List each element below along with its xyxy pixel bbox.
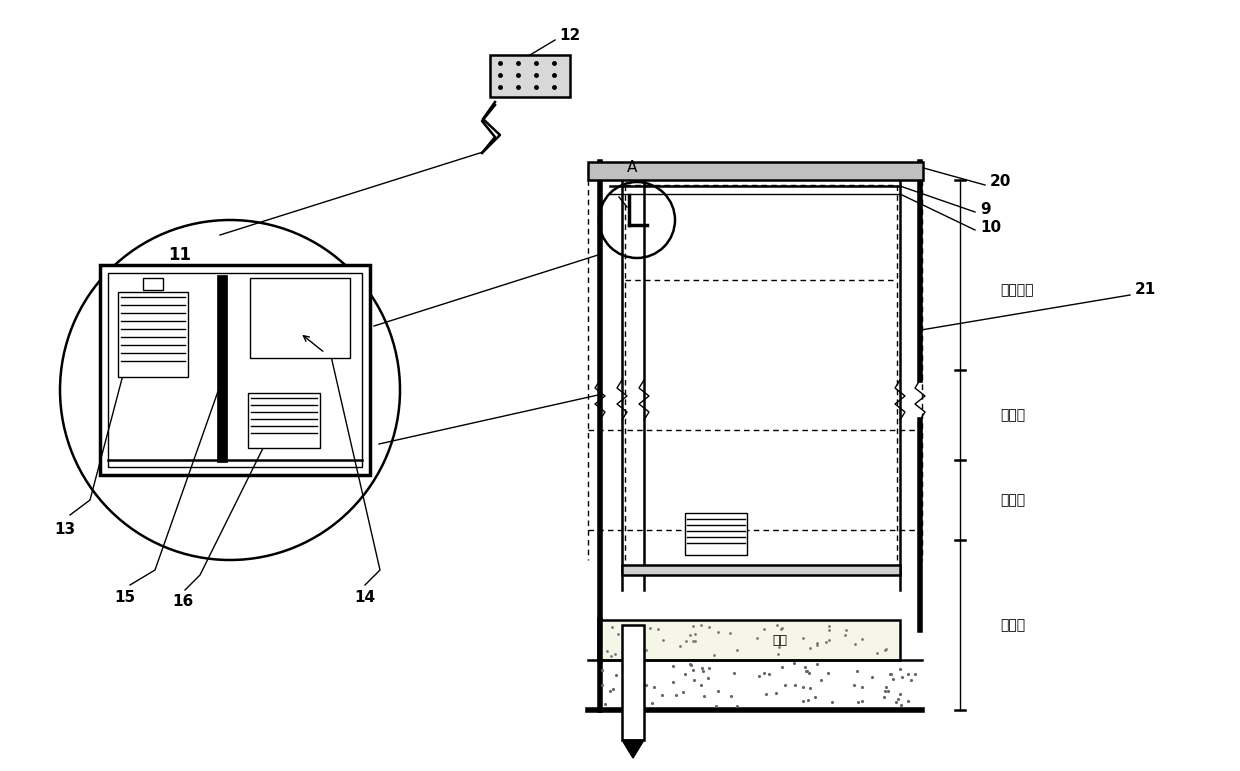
Text: 13: 13 <box>55 523 76 537</box>
Text: 原状土: 原状土 <box>999 618 1025 632</box>
Text: 21: 21 <box>1135 282 1156 298</box>
Text: 15: 15 <box>114 591 135 605</box>
Bar <box>588 162 923 180</box>
Bar <box>118 292 188 377</box>
Text: 11: 11 <box>169 246 191 264</box>
Bar <box>490 55 570 97</box>
Text: 16: 16 <box>172 594 193 610</box>
Text: 10: 10 <box>980 221 1001 235</box>
Bar <box>622 625 644 740</box>
Text: 14: 14 <box>355 591 376 605</box>
Text: 道路面层: 道路面层 <box>999 283 1033 297</box>
Bar <box>600 620 900 660</box>
Bar <box>684 513 746 555</box>
Bar <box>143 278 162 290</box>
Bar <box>108 273 362 467</box>
Bar <box>250 278 350 358</box>
Text: 9: 9 <box>980 203 991 217</box>
Bar <box>622 565 900 575</box>
Text: 细沙: 细沙 <box>773 634 787 647</box>
Text: 12: 12 <box>559 28 580 42</box>
Text: 20: 20 <box>990 174 1012 190</box>
Text: 厚坡层: 厚坡层 <box>999 493 1025 507</box>
Bar <box>217 275 227 462</box>
Text: A: A <box>626 160 637 176</box>
Text: 厚基层: 厚基层 <box>999 408 1025 422</box>
Bar <box>248 393 320 448</box>
Polygon shape <box>622 740 644 758</box>
Bar <box>100 265 370 475</box>
